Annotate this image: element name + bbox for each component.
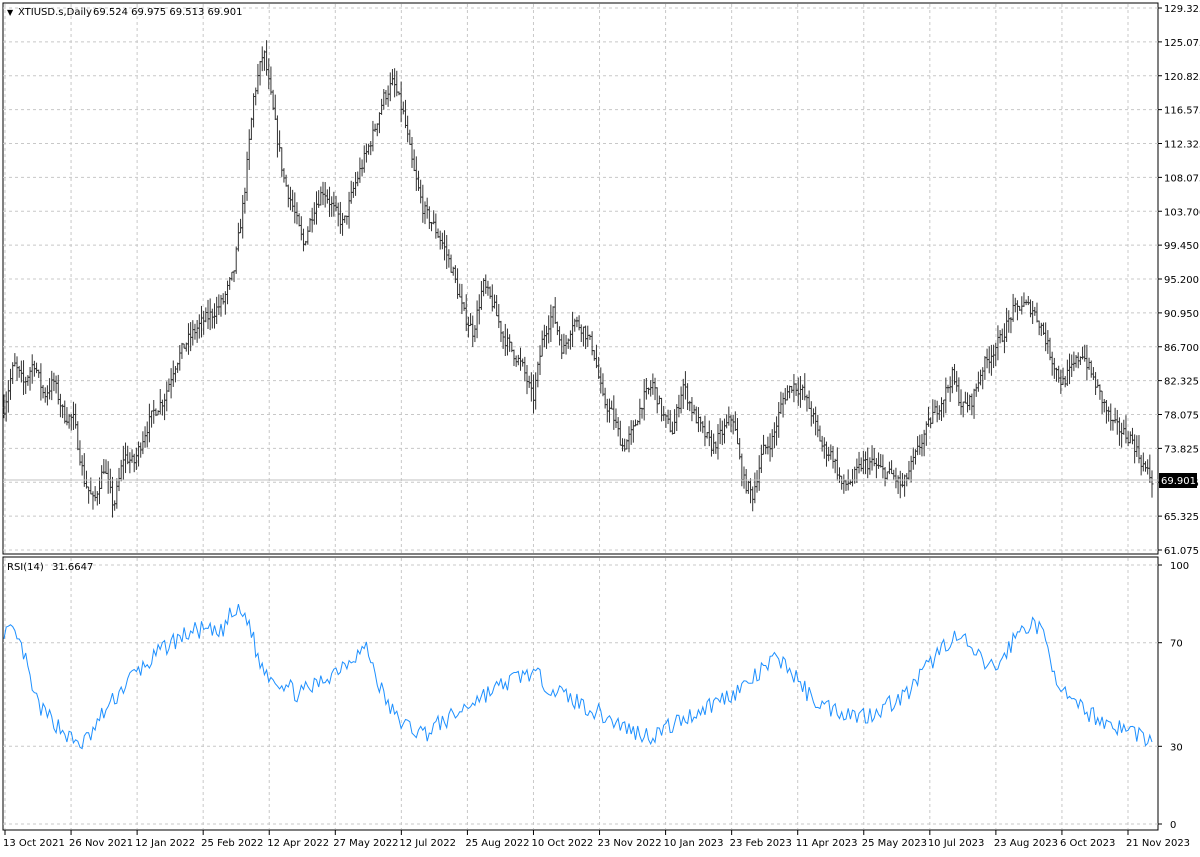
chart-symbol: XTIUSD.s,Daily [18,7,92,18]
price-axis-label: 112.325 [1164,140,1200,151]
chart-header-marker: ▼ [7,8,14,17]
price-axis-label: 99.450 [1164,241,1199,252]
rsi-axis-label: 70 [1170,639,1183,650]
time-axis-label: 11 Apr 2023 [796,838,858,849]
price-axis-label: 129.325 [1164,4,1200,15]
time-axis-label: 25 Aug 2022 [465,838,529,849]
time-axis-label: 13 Oct 2021 [3,838,65,849]
time-axis-label: 12 Apr 2022 [267,838,329,849]
time-axis: 13 Oct 2021 26 Nov 2021 12 Jan 2022 25 Feb … [3,830,1190,849]
price-axis-label: 73.825 [1164,444,1199,455]
time-axis-label: 12 Jul 2022 [399,838,456,849]
price-axis-label: 103.700 [1164,207,1200,218]
time-axis-label: 10 Jan 2023 [664,838,724,849]
rsi-axis-label: 0 [1170,820,1176,831]
time-axis-label: 10 Jul 2023 [928,838,985,849]
price-grid [3,4,1158,553]
price-axis-label: 120.825 [1164,72,1200,83]
price-axis-label: 78.075 [1164,411,1199,422]
rsi-axis-label: 100 [1170,561,1189,572]
ohlc-bar [1150,470,1154,498]
price-axis-label: 108.075 [1164,173,1200,184]
time-axis-label: 27 May 2022 [333,838,398,849]
time-axis-label: 23 Aug 2023 [994,838,1058,849]
time-axis-label: 23 Nov 2022 [598,838,662,849]
price-axis-label: 61.075 [1164,546,1199,557]
time-axis-label: 25 May 2023 [862,838,927,849]
price-axis-label: 116.575 [1164,106,1200,117]
rsi-panel-frame [2,556,1159,831]
price-axis-label: 125.075 [1164,38,1200,49]
rsi-grid [3,558,1158,829]
time-axis-label: 6 Oct 2023 [1060,838,1115,849]
price-bars [2,40,1154,518]
price-axis-label: 95.200 [1164,275,1199,286]
time-axis-label: 12 Jan 2022 [135,838,195,849]
time-axis-label: 23 Feb 2023 [730,838,792,849]
time-axis-label: 10 Oct 2022 [531,838,593,849]
time-axis-label: 21 Nov 2023 [1126,838,1190,849]
current-price-tag-box [1159,473,1197,488]
time-axis-label: 26 Nov 2021 [69,838,133,849]
rsi-axis: 100 70 30 0 [1158,561,1189,831]
current-price-tag: 69.901 [1161,476,1196,487]
rsi-line [3,603,1153,750]
price-axis-label: 82.325 [1164,377,1199,388]
price-axis-label: 86.700 [1164,343,1199,354]
price-axis-label: 90.950 [1164,309,1199,320]
rsi-value: 31.6647 [52,562,93,573]
rsi-axis-label: 30 [1170,742,1183,753]
rsi-label: RSI(14) [7,562,44,573]
chart-ohlc-values: 69.524 69.975 69.513 69.901 [93,7,243,18]
time-axis-label: 25 Feb 2022 [201,838,263,849]
price-axis-label: 65.325 [1164,512,1199,523]
